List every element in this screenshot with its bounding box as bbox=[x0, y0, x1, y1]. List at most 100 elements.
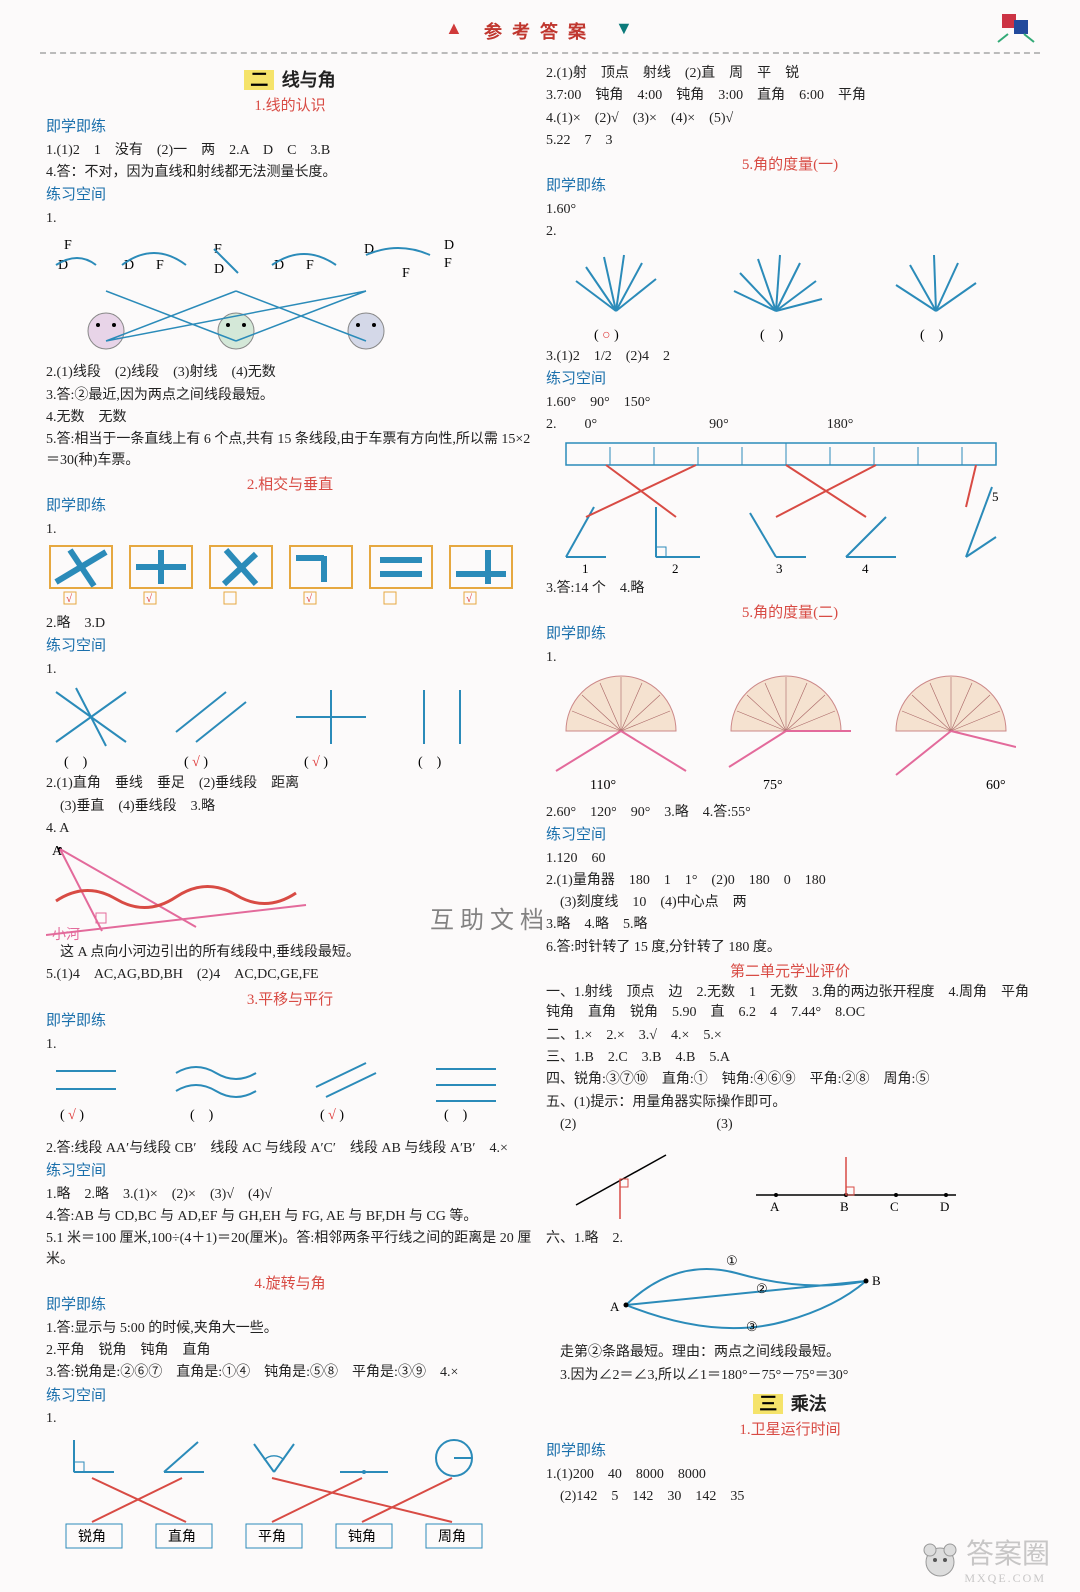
protractor-row: 110° 75° bbox=[546, 671, 1016, 801]
svg-text:4: 4 bbox=[862, 561, 869, 576]
s3-jxjl-2: 2.答:线段 AA′与线段 CB′ 线段 AC 与线段 A′C′ 线段 AB 与… bbox=[46, 1139, 534, 1159]
chapter-2-heading: 二 线与角 bbox=[46, 66, 534, 92]
s1-lxkj-3: 3.答:②最近,因为两点之间线段最短。 bbox=[46, 386, 534, 406]
s5b-lxkj-1: 1.120 60 bbox=[546, 849, 1034, 869]
jxjl-label-ch3: 即学即练 bbox=[546, 1441, 1034, 1463]
lxkj-label-5b: 练习空间 bbox=[546, 825, 1034, 847]
s3-lxkj-3: 5.1 米＝100 厘米,100÷(4＋1)＝20(厘米)。答:相邻两条平行线之… bbox=[46, 1229, 534, 1270]
watermark-text: 答案圈 bbox=[966, 1532, 1050, 1572]
svg-text:2: 2 bbox=[672, 561, 679, 576]
u2-line6: (2) (3) bbox=[546, 1115, 1034, 1135]
svg-text:( √ ): ( √ ) bbox=[320, 1108, 344, 1123]
corner-decoration-icon bbox=[996, 6, 1036, 46]
svg-text:周角: 周角 bbox=[438, 1529, 466, 1545]
svg-text:( √ ): ( √ ) bbox=[184, 755, 208, 770]
section-3-1-title: 1.卫星运行时间 bbox=[546, 1418, 1034, 1439]
s4-jxjl-1: 1.答:显示与 5:00 的时候,夹角大一些。 bbox=[46, 1319, 534, 1339]
s5a-lxkj-3: 3.答:14 个 4.略 bbox=[546, 579, 1034, 599]
s2-lxkj-1: 1. bbox=[46, 660, 534, 680]
s5b-lxkj-3: (3)刻度线 10 (4)中心点 两 bbox=[546, 893, 1034, 913]
svg-text:D: D bbox=[444, 238, 454, 253]
lxkj-label-5a: 练习空间 bbox=[546, 369, 1034, 391]
section-3-title: 3.平移与平行 bbox=[46, 988, 534, 1009]
s5a-jxjl-3: 3.(1)2 1/2 (2)4 2 bbox=[546, 347, 1034, 367]
jxjl-label-4: 即学即练 bbox=[46, 1295, 534, 1317]
section-5b-title: 5.角的度量(二) bbox=[546, 601, 1034, 622]
svg-text:( ): ( ) bbox=[418, 755, 442, 770]
ruler-matching-diagram: 1 2 3 4 bbox=[546, 437, 1016, 577]
s5b-lxkj-5: 6.答:时针转了 15 度,分针转了 180 度。 bbox=[546, 938, 1034, 958]
watermark-mid: 互助文档 bbox=[430, 900, 550, 935]
river-perpendicular-diagram: A 小河 bbox=[46, 841, 346, 941]
s5b-lxkj-4: 3.略 4.略 5.略 bbox=[546, 915, 1034, 935]
s3-lxkj-1: 1.略 2.略 3.(1)× (2)× (3)√ (4)√ bbox=[46, 1185, 534, 1205]
u2-five-diagrams: A B C D bbox=[546, 1137, 1016, 1227]
svg-text:②: ② bbox=[756, 1281, 768, 1296]
s2-lxkj-3: (3)垂直 (4)垂线段 3.略 bbox=[46, 797, 534, 817]
fan-angle-row: ( ○ ) ( ) bbox=[546, 245, 1016, 345]
svg-text:√: √ bbox=[306, 593, 313, 605]
s1-lxkj-1: 1. bbox=[46, 209, 534, 229]
s5a-jxjl-2: 2. bbox=[546, 222, 1034, 242]
section-2-title: 2.相交与垂直 bbox=[46, 473, 534, 494]
svg-text:( ): ( ) bbox=[64, 755, 88, 770]
lxkj-label: 练习空间 bbox=[46, 185, 534, 207]
s3-jxjl-1: 1. bbox=[46, 1035, 534, 1055]
s4-lxkj-1: 1. bbox=[46, 1409, 534, 1429]
chapter-3-title: 乘法 bbox=[791, 1394, 827, 1414]
right-column: 2.(1)射 顶点 射线 (2)直 周 平 锐 3.7:00 钝角 4:00 钝… bbox=[540, 62, 1040, 1552]
svg-text:直角: 直角 bbox=[168, 1528, 196, 1545]
svg-text:75°: 75° bbox=[763, 778, 783, 793]
u2-six-1: 六、1.略 2. bbox=[546, 1229, 1034, 1249]
s2-lxkj-2: 2.(1)直角 垂线 垂足 (2)垂线段 距离 bbox=[46, 774, 534, 794]
jxjl-label-5b: 即学即练 bbox=[546, 624, 1034, 646]
jxjl-label-3: 即学即练 bbox=[46, 1011, 534, 1033]
jxjl-label-2: 即学即练 bbox=[46, 496, 534, 518]
svg-text:1: 1 bbox=[582, 561, 589, 576]
intersect-check-row: ( ) ( √ ) ( √ ) ( ) bbox=[46, 682, 516, 772]
watermark-url: MXQE.COM bbox=[964, 1571, 1046, 1586]
perpendicular-icons-row: √ √ √ bbox=[46, 542, 516, 612]
svg-text:( ○ ): ( ○ ) bbox=[594, 328, 619, 343]
svg-text:110°: 110° bbox=[590, 778, 616, 793]
left-column: 二 线与角 1.线的认识 即学即练 1.(1)2 1 没有 (2)一 两 2.A… bbox=[40, 62, 540, 1552]
jxjl-label: 即学即练 bbox=[46, 117, 534, 139]
s1-lxkj-4: 4.无数 无数 bbox=[46, 408, 534, 428]
s2-jxjl-1: 1. bbox=[46, 520, 534, 540]
s4-jxjl-2: 2.平角 锐角 钝角 直角 bbox=[46, 1341, 534, 1361]
svg-text:( √ ): ( √ ) bbox=[60, 1108, 84, 1123]
svg-text:√: √ bbox=[146, 593, 153, 605]
u2-line-3calc: 3.因为∠2＝∠3,所以∠1＝180°－75°－75°＝30° bbox=[546, 1366, 1034, 1386]
section-1-title: 1.线的认识 bbox=[46, 94, 534, 115]
river-note: 这 A 点向小河边引出的所有线段中,垂线段最短。 bbox=[46, 943, 534, 963]
s5b-jxjl-1: 1. bbox=[546, 648, 1034, 668]
parallel-check-row: ( √ ) ( ) ( √ ) ( ) bbox=[46, 1057, 516, 1137]
svg-text:C: C bbox=[890, 1199, 899, 1214]
svg-text:平角: 平角 bbox=[258, 1529, 286, 1545]
ch3-jxjl-1: 1.(1)200 40 8000 8000 bbox=[546, 1465, 1034, 1485]
u2-line2: 二、1.× 2.× 3.√ 4.× 5.× bbox=[546, 1026, 1034, 1046]
s4-line3: 4.(1)× (2)√ (3)× (4)× (5)√ bbox=[546, 109, 1034, 129]
angle-type-matching: 锐角 直角 平角 钝角 周角 bbox=[46, 1432, 516, 1552]
svg-text:F: F bbox=[306, 258, 314, 273]
svg-text:D: D bbox=[214, 262, 224, 277]
unit2-eval-title: 第二单元学业评价 bbox=[546, 960, 1034, 981]
triangle-right-icon: ▼ bbox=[615, 18, 633, 39]
lxkj-label-2: 练习空间 bbox=[46, 636, 534, 658]
svg-text:锐角: 锐角 bbox=[78, 1529, 106, 1545]
u2-line3: 三、1.B 2.C 3.B 4.B 5.A bbox=[546, 1048, 1034, 1068]
svg-text:( ): ( ) bbox=[190, 1108, 214, 1123]
svg-text:钝角: 钝角 bbox=[348, 1529, 376, 1545]
svg-text:( ): ( ) bbox=[760, 328, 784, 343]
svg-text:5: 5 bbox=[992, 489, 999, 504]
jxjl-label-5a: 即学即练 bbox=[546, 176, 1034, 198]
u2-route-note: 走第②条路最短。理由：两点之间线段最短。 bbox=[546, 1343, 1034, 1363]
s2-jxjl-2: 2.略 3.D bbox=[46, 614, 534, 634]
s5a-jxjl-1: 1.60° bbox=[546, 200, 1034, 220]
s1-jxjl-line1: 1.(1)2 1 没有 (2)一 两 2.A D C 3.B bbox=[46, 141, 534, 161]
s1-lxkj-5: 5.答:相当于一条直线上有 6 个点,共有 15 条线段,由于车票有方向性,所以… bbox=[46, 430, 534, 471]
triangle-left-icon: ▲ bbox=[445, 18, 463, 39]
svg-text:①: ① bbox=[726, 1253, 738, 1268]
s3-lxkj-2: 4.答:AB 与 CD,BC 与 AD,EF 与 GH,EH 与 FG, AE … bbox=[46, 1207, 534, 1227]
svg-text:60°: 60° bbox=[986, 778, 1006, 793]
